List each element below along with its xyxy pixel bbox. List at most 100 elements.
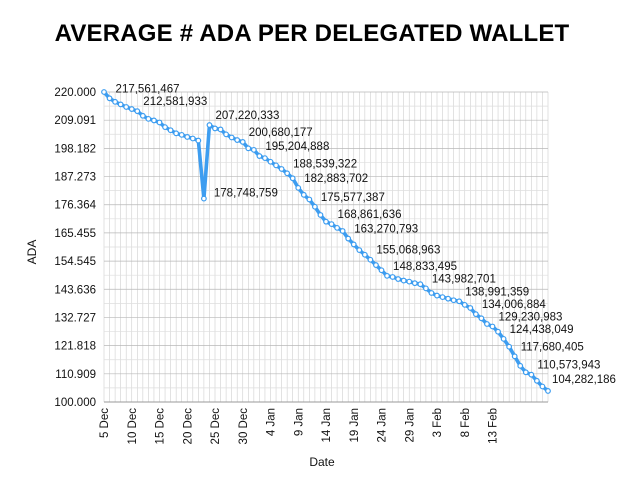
data-point xyxy=(478,315,485,322)
data-point xyxy=(423,285,429,292)
data-label: 129,230,983 xyxy=(499,311,563,323)
data-label: 175,577,387 xyxy=(321,192,385,204)
data-point xyxy=(145,115,152,122)
x-tick-label: 8 Feb xyxy=(460,408,472,437)
data-point xyxy=(262,155,268,162)
data-point xyxy=(511,353,518,360)
x-tick-label: 19 Jan xyxy=(349,408,361,443)
data-point xyxy=(245,145,252,152)
data-point xyxy=(101,89,107,95)
x-tick-label: 3 Feb xyxy=(432,408,444,437)
data-label: 134,006,884 xyxy=(482,299,547,311)
data-point xyxy=(234,137,241,143)
data-point xyxy=(500,335,507,342)
y-tick-label: 132.727 xyxy=(54,312,96,324)
data-point xyxy=(495,328,501,335)
data-point xyxy=(389,274,396,280)
data-point xyxy=(334,224,341,231)
y-tick-label: 165.455 xyxy=(54,228,96,240)
data-point xyxy=(112,98,118,105)
data-point xyxy=(228,134,235,141)
data-label: 217,561,467 xyxy=(116,83,180,95)
data-point xyxy=(434,292,440,299)
data-point xyxy=(400,277,407,284)
data-point xyxy=(445,295,452,302)
data-label: 178,748,759 xyxy=(214,188,278,200)
data-point xyxy=(134,108,141,115)
data-label: 182,883,702 xyxy=(304,173,368,185)
data-label: 207,220,333 xyxy=(215,110,279,122)
data-label: 163,270,793 xyxy=(354,224,418,236)
data-point xyxy=(106,95,113,102)
x-tick-label: 9 Jan xyxy=(293,408,305,436)
y-tick-label: 100.000 xyxy=(54,397,96,409)
data-point xyxy=(367,256,374,263)
y-tick-label: 121.818 xyxy=(54,341,96,353)
x-axis-ticks: 5 Dec 10 Dec 15 Dec 20 Dec 25 Dec 30 Dec 4 Jan… xyxy=(99,408,500,445)
data-point xyxy=(345,235,352,242)
data-point xyxy=(545,388,551,394)
data-point xyxy=(173,130,180,137)
data-point xyxy=(361,251,368,258)
data-point xyxy=(467,305,474,311)
data-label: 143,982,701 xyxy=(432,273,496,285)
data-point xyxy=(450,297,457,304)
data-point xyxy=(139,112,146,119)
data-point xyxy=(411,280,418,287)
data-point xyxy=(517,362,524,369)
y-tick-label: 143.636 xyxy=(54,284,96,296)
data-point xyxy=(250,146,257,153)
y-tick-label: 154.545 xyxy=(54,256,96,268)
data-label: 212,581,933 xyxy=(143,96,207,108)
data-point xyxy=(350,241,357,248)
data-point xyxy=(284,170,291,177)
data-point xyxy=(267,158,274,165)
grid-lines xyxy=(103,91,549,403)
data-point xyxy=(461,301,468,308)
x-tick-label: 4 Jan xyxy=(266,408,278,436)
data-point xyxy=(456,298,463,305)
x-tick-label: 15 Dec xyxy=(155,408,167,445)
data-point xyxy=(356,247,363,254)
x-tick-label: 5 Dec xyxy=(99,408,111,438)
x-tick-label: 29 Jan xyxy=(404,408,416,443)
data-point xyxy=(123,104,130,110)
data-point xyxy=(306,196,313,203)
data-point xyxy=(312,203,318,210)
x-tick-label: 30 Dec xyxy=(238,408,250,445)
x-tick-label: 10 Dec xyxy=(127,408,139,445)
data-label: 200,680,177 xyxy=(249,127,313,139)
data-point xyxy=(184,134,191,140)
chart-title: AVERAGE # ADA PER DELEGATED WALLET xyxy=(54,20,570,47)
data-point xyxy=(206,122,213,128)
x-tick-label: 13 Feb xyxy=(488,408,500,444)
y-tick-label: 187.273 xyxy=(54,172,96,184)
data-point xyxy=(117,101,124,108)
data-point xyxy=(217,126,224,133)
data-point xyxy=(195,137,202,144)
data-point xyxy=(328,221,335,228)
data-point xyxy=(506,343,513,350)
data-point xyxy=(522,369,529,376)
data-point xyxy=(339,228,346,234)
data-point xyxy=(539,383,546,390)
y-tick-label: 110.909 xyxy=(55,369,96,381)
data-point xyxy=(489,323,496,330)
data-point xyxy=(239,139,246,145)
data-point xyxy=(428,290,435,296)
data-label: 110,573,943 xyxy=(537,360,600,372)
data-point xyxy=(167,127,174,134)
data-point xyxy=(395,276,402,282)
data-label: 124,438,049 xyxy=(510,324,574,336)
data-point xyxy=(373,262,379,268)
y-axis-label: ADA xyxy=(25,240,39,265)
series-layer xyxy=(101,89,551,394)
data-point xyxy=(289,175,296,182)
data-point xyxy=(200,195,207,202)
data-label: 168,861,636 xyxy=(338,209,402,221)
y-tick-label: 209.091 xyxy=(54,115,96,127)
data-point xyxy=(178,131,185,138)
data-label: 155,068,963 xyxy=(376,245,440,257)
